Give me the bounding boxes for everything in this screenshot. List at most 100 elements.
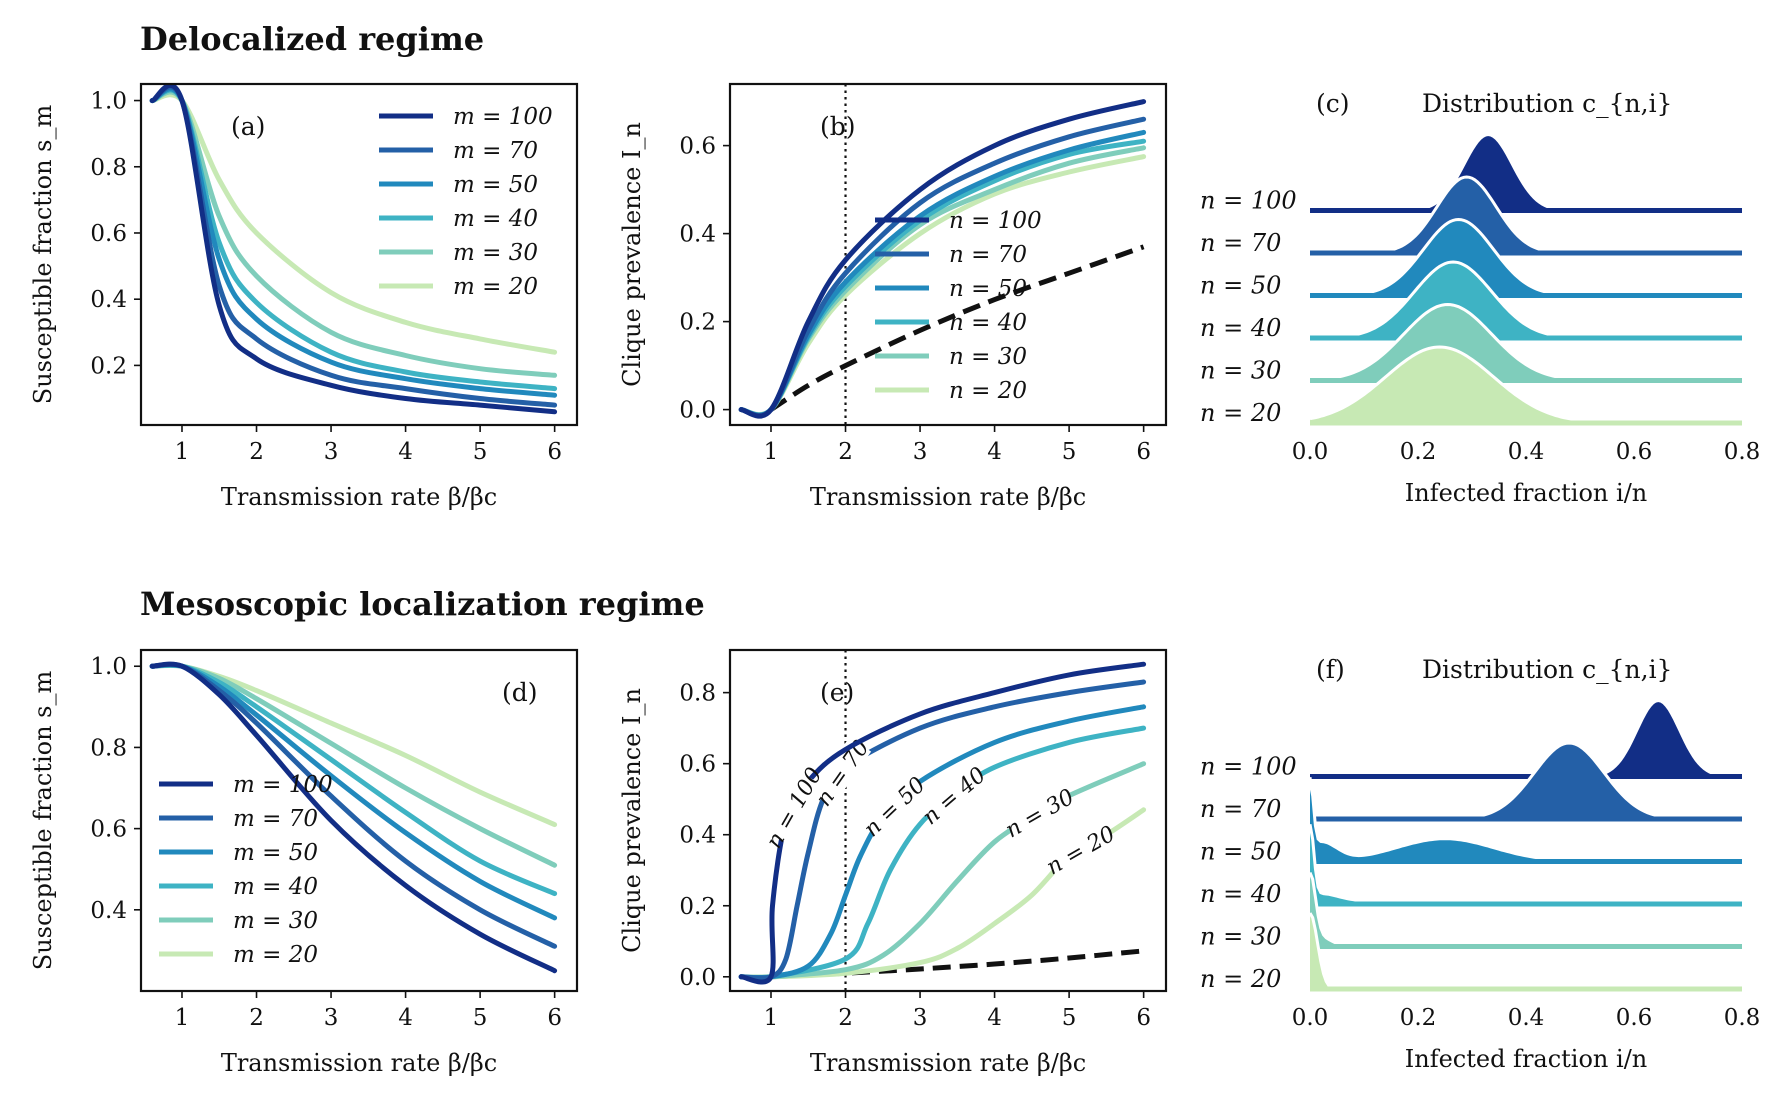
x-tick-label: 2 — [838, 1005, 853, 1031]
legend-label-70: n = 70 — [949, 242, 1027, 268]
y-axis-label: Clique prevalence I_n — [618, 122, 646, 387]
ridge-fill-30 — [1310, 872, 1742, 947]
ridge-label-50: n = 50 — [1200, 838, 1281, 866]
x-tick-label: 1 — [764, 1005, 779, 1031]
curve-label-bg — [1043, 820, 1116, 877]
legend-label-30: m = 30 — [233, 908, 318, 934]
series-line-40 — [149, 662, 558, 897]
x-tick-label: 4 — [987, 1005, 1002, 1031]
ridge-label-40: n = 40 — [1200, 880, 1281, 908]
y-tick-label: 0.2 — [90, 353, 127, 379]
panel-label: (f) — [1316, 655, 1345, 684]
curve-label-30: n = 30 — [1001, 785, 1078, 844]
panel-label: (e) — [820, 678, 854, 707]
ridge-label-30: n = 30 — [1200, 923, 1281, 951]
x-tick-label: 4 — [987, 439, 1002, 465]
x-tick-label: 6 — [547, 439, 562, 465]
ridge-fill-70 — [1310, 743, 1742, 819]
series-line-70 — [738, 116, 1147, 418]
panel-label: (d) — [502, 678, 538, 707]
ridge-outline-40 — [1308, 823, 1742, 906]
plot-area: n = 20n = 30n = 40n = 50n = 70n = 100 — [738, 650, 1147, 991]
x-tick-label: 0.0 — [1292, 1005, 1329, 1031]
ridge-label-20: n = 20 — [1200, 399, 1281, 427]
legend-label-40: m = 40 — [233, 874, 318, 900]
legend-label-100: m = 100 — [453, 104, 553, 130]
ridge-label-100: n = 100 — [1200, 753, 1297, 781]
x-tick-label: 5 — [1062, 1005, 1077, 1031]
y-tick-label: 0.4 — [90, 898, 127, 924]
series-line-70 — [149, 661, 558, 949]
x-tick-label: 6 — [1136, 439, 1151, 465]
y-tick-label: 0.6 — [90, 817, 127, 843]
x-tick-label: 1 — [764, 439, 779, 465]
y-tick-label: 0.2 — [679, 894, 716, 920]
x-axis-label: Infected fraction i/n — [1405, 479, 1647, 507]
x-tick-label: 2 — [838, 439, 853, 465]
ridge-outline-20 — [1308, 912, 1742, 991]
ridge-outline-40 — [1310, 260, 1742, 340]
x-tick-label: 6 — [1136, 1005, 1151, 1031]
series-line-50 — [738, 704, 1147, 981]
x-tick-label: 3 — [913, 1005, 928, 1031]
y-tick-label: 0.8 — [90, 735, 127, 761]
x-tick-label: 5 — [1062, 439, 1077, 465]
plot-area — [149, 661, 558, 974]
x-tick-label: 0.8 — [1724, 1005, 1761, 1031]
legend-label-70: m = 70 — [453, 138, 538, 164]
x-tick-label: 1 — [175, 439, 190, 465]
legend-label-70: m = 70 — [233, 806, 318, 832]
ridge-outline-30 — [1308, 872, 1742, 948]
y-tick-label: 0.6 — [679, 134, 716, 160]
panel-b: 1 2 3 4 5 6 0.0 0.2 0.4 0.6 Transmission rate β/βc… — [618, 82, 1168, 511]
ridge-label-20: n = 20 — [1200, 965, 1281, 993]
axes-frame — [139, 648, 579, 993]
x-tick-label: 6 — [547, 1005, 562, 1031]
plots: 1 2 3 4 5 6 0.2 0.4 0.6 0.8 1.0 Transmission rate β… — [29, 82, 1761, 1077]
ridge-fill-30 — [1310, 304, 1742, 381]
y-tick-label: 0.4 — [90, 287, 127, 313]
series-line-threshold — [769, 244, 1145, 412]
y-axis-label: Clique prevalence I_n — [618, 688, 646, 953]
panel-c: 0.0 0.2 0.4 0.6 0.8 Infected fraction i/n Dist… — [1200, 89, 1760, 507]
x-tick-label: 0.4 — [1508, 1005, 1545, 1031]
x-tick-label: 1 — [175, 1005, 190, 1031]
axes-frame — [728, 82, 1168, 427]
y-tick-label: 0.2 — [679, 310, 716, 336]
legend-label-20: m = 20 — [453, 274, 538, 300]
legend-label-50: n = 50 — [949, 276, 1027, 302]
y-tick-label: 0.0 — [679, 398, 716, 424]
y-tick-label: 1.0 — [90, 89, 127, 115]
panel-label: (c) — [1316, 89, 1350, 118]
ridge-fill-50 — [1310, 219, 1742, 296]
ridge-fill-100 — [1310, 134, 1742, 211]
curve-label-20: n = 20 — [1042, 822, 1119, 881]
x-tick-label: 0.8 — [1724, 439, 1761, 465]
distribution-title: Distribution c_{n,i} — [1422, 89, 1672, 118]
x-tick-label: 0.2 — [1400, 439, 1437, 465]
curve-label-bg — [764, 771, 821, 843]
x-axis-label: Transmission rate β/βc — [221, 1049, 497, 1077]
y-axis-label: Susceptible fraction s_m — [29, 105, 57, 405]
panel-e: 1 2 3 4 5 6 0.0 0.2 0.4 0.6 0.8 Transmission rate β… — [618, 648, 1168, 1077]
legend-label-100: n = 100 — [949, 208, 1042, 234]
axes-frame — [139, 82, 579, 427]
ridge-label-100: n = 100 — [1200, 187, 1297, 215]
plot-area — [149, 84, 558, 415]
x-tick-label: 3 — [324, 439, 339, 465]
legend-label-50: m = 50 — [233, 840, 318, 866]
x-tick-label: 0.6 — [1616, 1005, 1653, 1031]
axes-frame — [728, 648, 1168, 993]
curve-label-bg — [859, 772, 927, 839]
ridge-label-30: n = 30 — [1200, 357, 1281, 385]
series-line-40 — [738, 725, 1147, 981]
series-line-70 — [738, 679, 1147, 981]
ridge-label-70: n = 70 — [1200, 229, 1281, 257]
x-axis-label: Infected fraction i/n — [1405, 1045, 1647, 1073]
x-tick-label: 5 — [473, 439, 488, 465]
series-line-100 — [149, 661, 558, 974]
series-line-40 — [738, 138, 1147, 418]
y-tick-label: 0.4 — [679, 823, 716, 849]
ridge-label-50: n = 50 — [1200, 272, 1281, 300]
